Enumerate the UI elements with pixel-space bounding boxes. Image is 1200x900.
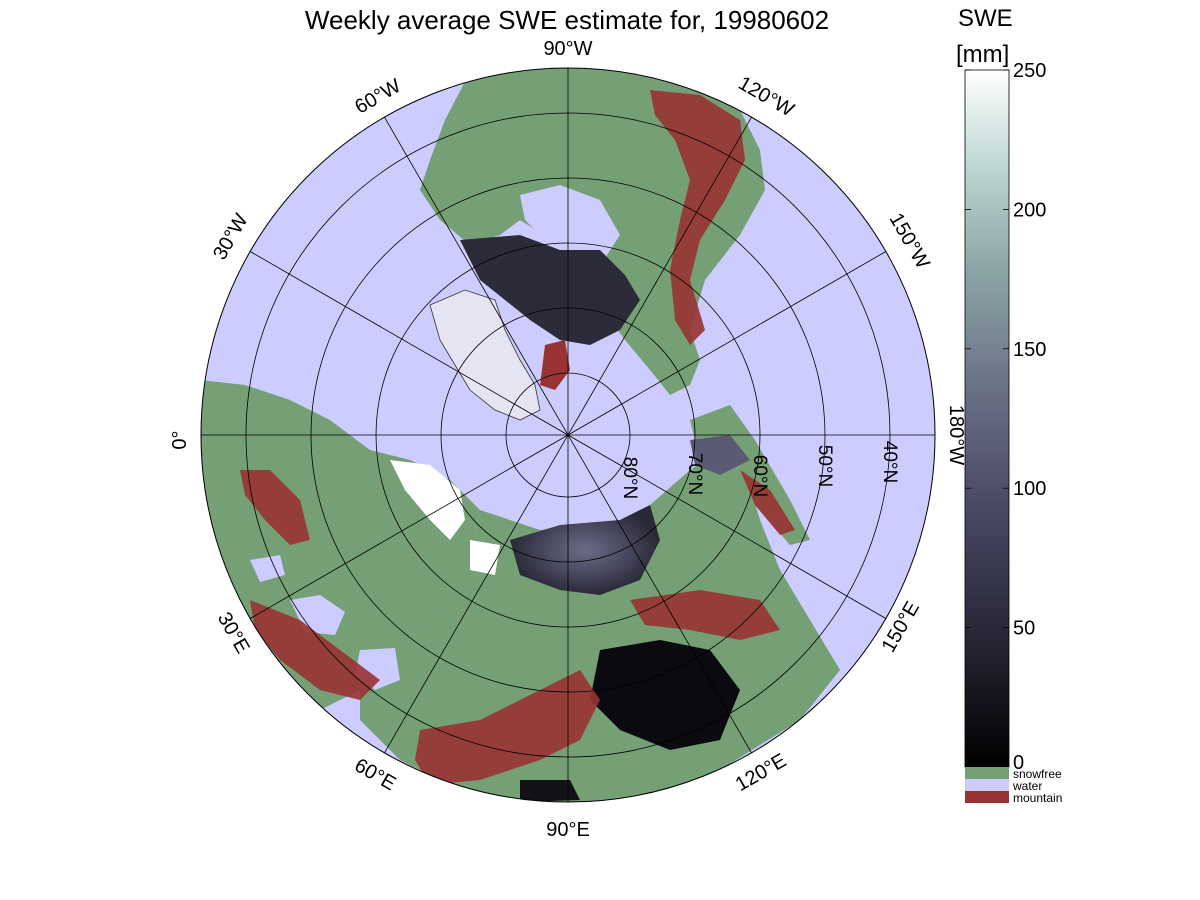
lon-label-30e: 30°E <box>213 609 254 658</box>
legend-swatch-mountain <box>965 791 1009 803</box>
lat-label-80: 80°N <box>619 457 640 499</box>
snow-canadian-arctic <box>460 235 640 345</box>
lon-label-90e: 90°E <box>546 819 590 841</box>
legend-swatch-snowfree <box>965 767 1009 779</box>
lon-label-60e: 60°E <box>351 754 400 795</box>
colorbar-tick-label: 0 <box>1013 752 1024 774</box>
colorbar-ticks: 0 50 100 150 200 250 <box>965 60 1046 774</box>
colorbar-title-units: [mm] <box>956 41 1009 68</box>
polar-map <box>201 68 935 802</box>
mountain-east-siberia <box>630 590 780 640</box>
mountain-kamchatka <box>740 470 795 535</box>
colorbar: SWE [mm] 0 50 100 150 200 250 snowfreewatermo… <box>956 5 1062 805</box>
lat-label-70: 70°N <box>684 453 705 495</box>
map-border <box>200 67 936 803</box>
legend-label-mountain: mountain <box>1013 791 1062 805</box>
colorbar-title-swe: SWE <box>958 5 1013 32</box>
mountain-alps-caucasus <box>250 600 380 700</box>
snow-siberia <box>510 505 660 595</box>
colorbar-tick-label: 200 <box>1013 199 1046 221</box>
colorbar-tick-label: 50 <box>1013 618 1035 640</box>
lon-label-30w: 30°W <box>209 210 253 264</box>
lon-label-0: 0° <box>169 430 191 449</box>
mountain-central-asia <box>415 670 600 785</box>
legend-swatch-water <box>965 779 1009 791</box>
latitude-labels: 80°N 70°N 60°N 50°N 40°N <box>619 441 900 499</box>
figure-title: Weekly average SWE estimate for, 1998060… <box>305 5 829 35</box>
colorbar-tick-label: 250 <box>1013 60 1046 82</box>
snow-east-siberia <box>690 435 750 475</box>
lon-label-90w: 90°W <box>543 38 592 60</box>
snow-pamir <box>520 780 580 802</box>
mountain-rockies <box>650 90 745 345</box>
snow-scandinavia-white <box>390 460 465 540</box>
mountain-svalbard <box>540 340 570 390</box>
legend-label-snowfree: snowfree <box>1013 767 1062 781</box>
snow-white-ural <box>470 540 500 575</box>
colorbar-tick-label: 100 <box>1013 478 1046 500</box>
lat-label-40: 40°N <box>879 441 900 483</box>
inland-seas <box>250 555 400 690</box>
colorbar-gradient <box>964 69 1010 768</box>
lat-label-50: 50°N <box>814 445 835 487</box>
graticule <box>200 67 936 803</box>
mountain-scandinavia <box>240 470 310 545</box>
legend-label-water: water <box>1012 779 1042 793</box>
lon-label-180w: 180°W <box>945 405 967 465</box>
colorbar-tick-label: 150 <box>1013 339 1046 361</box>
meridian-150w-30e <box>249 251 887 619</box>
greenland-ice <box>429 289 541 421</box>
lat-label-60: 60°N <box>749 455 770 497</box>
hudson-bay <box>520 185 620 258</box>
